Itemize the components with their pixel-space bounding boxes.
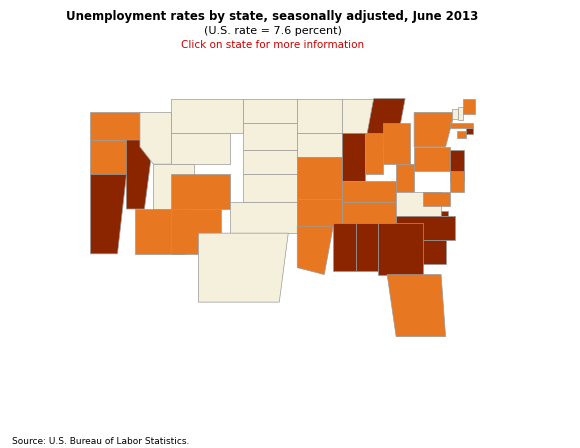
Polygon shape [297,133,342,157]
Polygon shape [365,133,383,174]
Polygon shape [198,233,288,302]
Polygon shape [441,211,448,216]
Polygon shape [383,123,409,164]
Polygon shape [378,223,423,275]
Polygon shape [342,133,365,181]
Polygon shape [396,164,414,192]
Polygon shape [172,133,230,164]
Polygon shape [90,140,136,174]
Polygon shape [140,112,172,164]
Polygon shape [172,99,244,133]
Text: Unemployment rates by state, seasonally adjusted, June 2013: Unemployment rates by state, seasonally … [67,10,478,23]
Polygon shape [230,202,297,233]
Polygon shape [396,192,441,216]
Polygon shape [450,171,463,192]
Polygon shape [244,99,297,123]
Polygon shape [126,140,153,209]
Polygon shape [387,275,445,336]
Polygon shape [297,99,342,133]
Polygon shape [172,174,230,209]
Polygon shape [244,151,297,174]
Polygon shape [342,99,374,133]
Polygon shape [297,157,342,198]
Polygon shape [423,192,450,206]
Polygon shape [466,128,473,134]
Polygon shape [463,99,475,114]
Polygon shape [450,151,463,181]
Text: (U.S. rate = 7.6 percent): (U.S. rate = 7.6 percent) [204,26,342,36]
Polygon shape [396,216,455,240]
Polygon shape [90,112,140,140]
Polygon shape [244,123,297,151]
Polygon shape [90,174,126,254]
Polygon shape [409,240,445,264]
Polygon shape [457,131,466,138]
Polygon shape [297,198,342,226]
Polygon shape [365,99,405,147]
Polygon shape [450,123,473,128]
Polygon shape [342,181,396,202]
Polygon shape [342,202,396,223]
Polygon shape [297,226,333,275]
Polygon shape [356,223,378,271]
Polygon shape [172,209,221,254]
Polygon shape [244,174,297,202]
Polygon shape [458,107,463,120]
Polygon shape [414,147,450,171]
Polygon shape [414,112,455,147]
Text: Source: U.S. Bureau of Labor Statistics.: Source: U.S. Bureau of Labor Statistics. [12,437,189,446]
Polygon shape [333,223,356,271]
Polygon shape [153,164,194,209]
Polygon shape [452,109,458,119]
Polygon shape [136,209,185,254]
Text: Click on state for more information: Click on state for more information [181,40,364,50]
